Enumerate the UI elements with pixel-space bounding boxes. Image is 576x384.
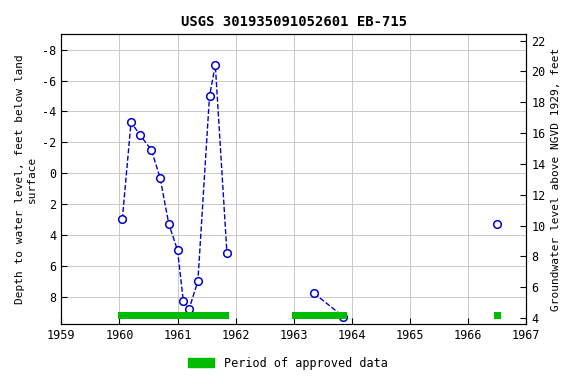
Bar bbox=[494, 312, 501, 319]
Bar bbox=[118, 312, 229, 319]
Legend: Period of approved data: Period of approved data bbox=[184, 352, 392, 374]
Bar bbox=[292, 312, 347, 319]
Y-axis label: Depth to water level, feet below land
surface: Depth to water level, feet below land su… bbox=[15, 55, 37, 304]
Title: USGS 301935091052601 EB-715: USGS 301935091052601 EB-715 bbox=[181, 15, 407, 29]
Y-axis label: Groundwater level above NGVD 1929, feet: Groundwater level above NGVD 1929, feet bbox=[551, 48, 561, 311]
